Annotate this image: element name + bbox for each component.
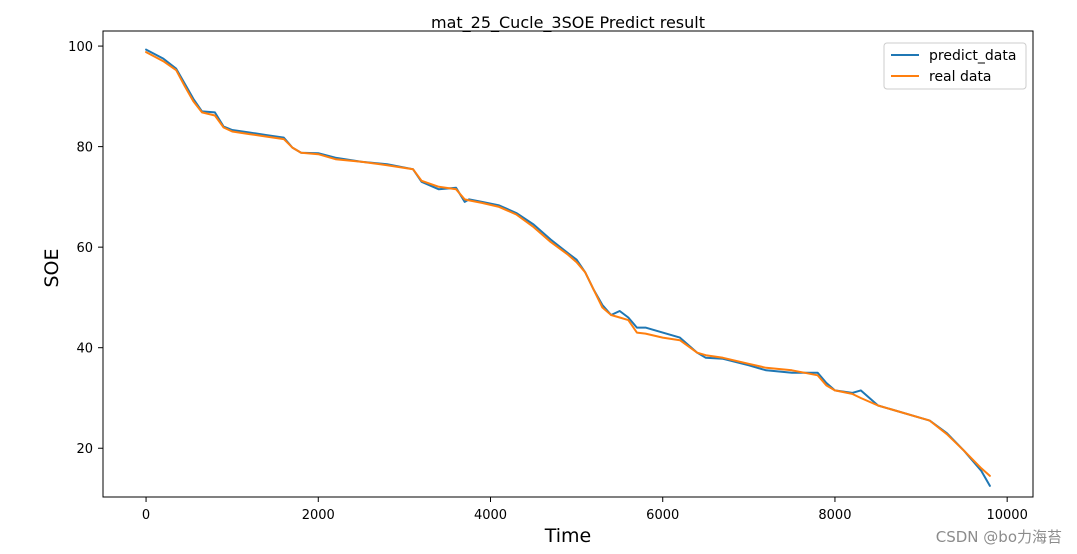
x-axis: 0 2000 4000 6000 8000 10000: [142, 497, 1028, 523]
y-tick-label: 80: [76, 141, 93, 156]
legend-label-real-data: real data: [929, 69, 992, 85]
legend: predict_data real data: [883, 42, 1027, 90]
x-axis-label: Time: [544, 525, 592, 547]
watermark: CSDN @bo力海苔: [935, 528, 1062, 546]
chart-title: mat_25_Cucle_3SOE Predict result: [431, 13, 705, 33]
x-tick-label: 6000: [646, 508, 679, 523]
x-tick-label: 0: [142, 508, 150, 523]
series-line-real-data: [145, 51, 991, 477]
y-axis-label: SOE: [41, 248, 63, 287]
x-tick-label: 10000: [986, 508, 1027, 523]
x-tick-label: 8000: [818, 508, 851, 523]
legend-box: [883, 42, 1027, 90]
x-tick-label: 4000: [474, 508, 507, 523]
x-tick-label: 2000: [302, 508, 335, 523]
legend-label-predict-data: predict_data: [929, 48, 1016, 64]
y-tick-label: 60: [76, 241, 93, 256]
y-tick-label: 40: [76, 342, 93, 357]
y-tick-label: 20: [76, 442, 93, 457]
series-layer: [145, 48, 991, 487]
y-tick-label: 100: [68, 40, 93, 55]
y-axis: 20 40 60 80 100: [68, 40, 103, 457]
plot-area: [102, 30, 1034, 498]
